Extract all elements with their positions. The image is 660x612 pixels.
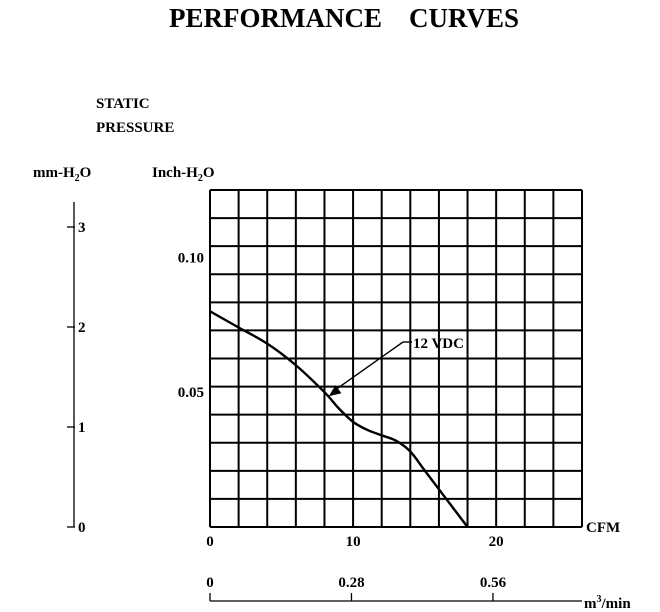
left-axis-tick-label: 1 bbox=[78, 420, 86, 436]
x-tick-label: 20 bbox=[489, 534, 504, 550]
secondary-x-tick-label: 0 bbox=[206, 575, 214, 591]
annotation-arrow-line bbox=[334, 341, 404, 391]
right-unit-main: Inch-H bbox=[152, 165, 198, 181]
secondary-x-axis: 0 0.28 0.56 bbox=[206, 575, 582, 602]
y-tick-label: 0.05 bbox=[178, 385, 204, 401]
x2-unit-tail: /min bbox=[601, 596, 632, 612]
secondary-x-tick-label: 0.28 bbox=[338, 575, 364, 591]
y-axis-label-line2: PRESSURE bbox=[96, 120, 174, 136]
right-axis-unit: Inch-H2O bbox=[152, 165, 215, 184]
secondary-x-tick-label: 0.56 bbox=[480, 575, 507, 591]
grid bbox=[209, 189, 583, 528]
annotation-layer: 12 VDC bbox=[328, 336, 464, 397]
x-axis-label: CFM bbox=[586, 520, 620, 536]
tick-labels: 0 10 20 0.05 0.10 bbox=[178, 250, 504, 550]
left-unit-main: mm-H bbox=[33, 165, 75, 181]
right-unit-sub: 2 bbox=[198, 173, 203, 184]
x-tick-label: 0 bbox=[206, 534, 214, 550]
left-unit-tail: O bbox=[80, 165, 92, 181]
right-unit-tail: O bbox=[203, 165, 215, 181]
left-axis-tick-label: 2 bbox=[78, 320, 86, 336]
annotation-label-12vdc: 12 VDC bbox=[413, 336, 464, 352]
x2-unit-main: m bbox=[584, 596, 597, 612]
chart-title: PERFORMANCE CURVES bbox=[169, 3, 519, 33]
series-line-12vdc bbox=[209, 310, 469, 528]
y-axis-label-line1: STATIC bbox=[96, 96, 150, 112]
left-axis-tick-label: 3 bbox=[78, 220, 86, 236]
series-layer bbox=[209, 310, 469, 528]
left-axis-unit: mm-H2O bbox=[33, 165, 91, 184]
x2-unit-sup: 3 bbox=[597, 594, 602, 605]
annotation-arrowhead bbox=[328, 385, 342, 397]
y-tick-label: 0.10 bbox=[178, 250, 204, 266]
left-axis: 0 1 2 3 bbox=[67, 202, 86, 536]
x-tick-label: 10 bbox=[346, 534, 361, 550]
left-axis-tick-label: 0 bbox=[78, 520, 86, 536]
x-axis-secondary-label: m3/min bbox=[584, 594, 631, 612]
left-unit-sub: 2 bbox=[75, 173, 80, 184]
